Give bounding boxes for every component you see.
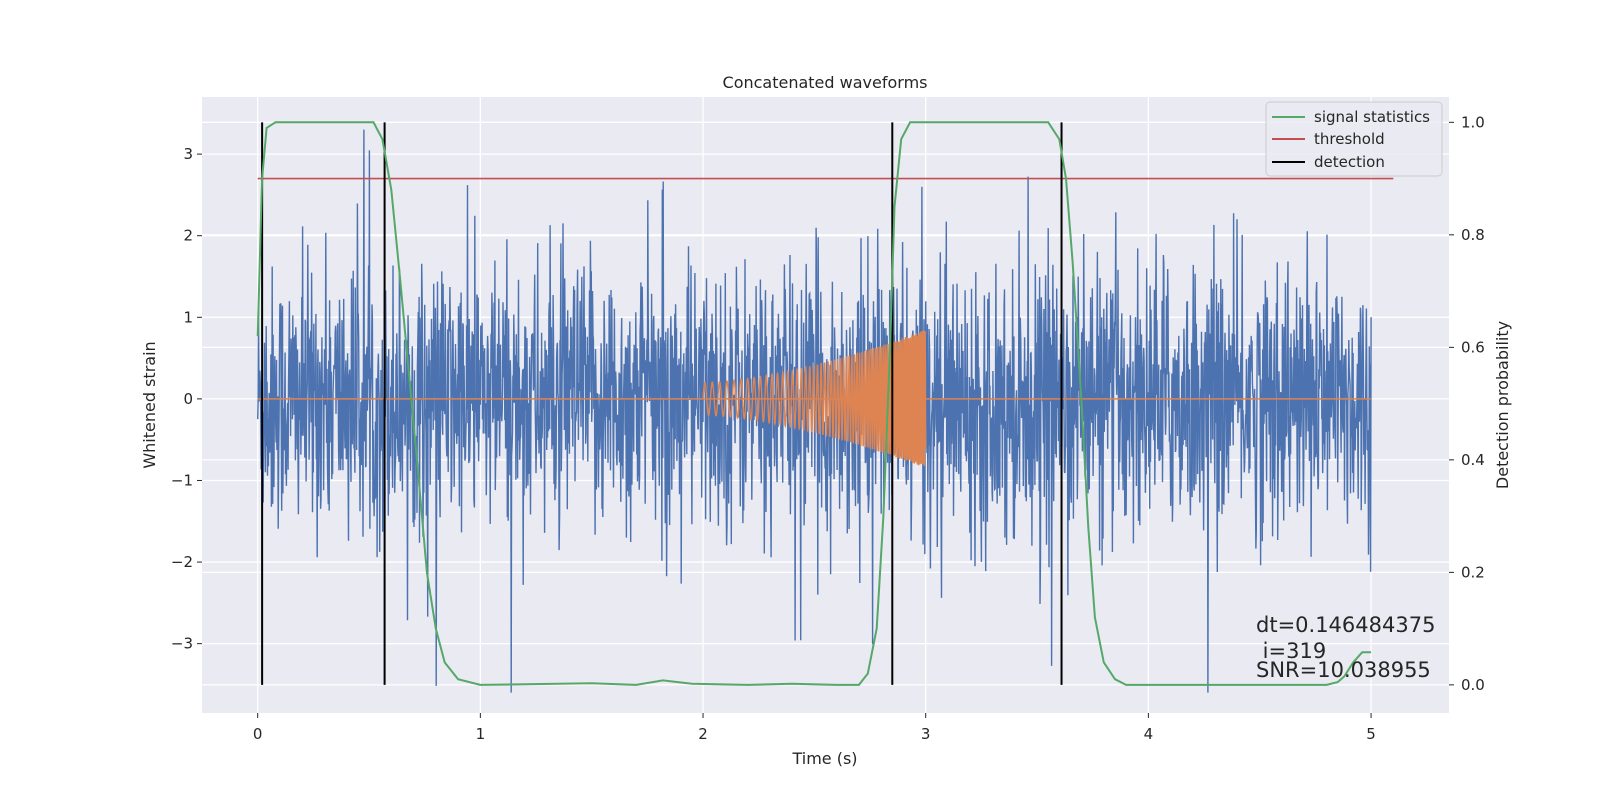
- right-tick-label: 1.0: [1461, 113, 1485, 131]
- legend-label-signal-statistics: signal statistics: [1314, 108, 1430, 126]
- left-tick-label: −2: [171, 553, 193, 571]
- annotation-index: i=319: [1256, 639, 1326, 663]
- left-tick-label: −1: [171, 471, 193, 489]
- left-axis-label: Whitened strain: [140, 341, 159, 468]
- detection-series: [261, 122, 1063, 685]
- right-tick-label: 0.8: [1461, 226, 1485, 244]
- x-tick-label: 1: [476, 725, 486, 743]
- right-tick-label: 0.4: [1461, 451, 1485, 469]
- x-tick-label: 0: [253, 725, 263, 743]
- chart-title: Concatenated waveforms: [723, 73, 928, 92]
- left-tick-label: 1: [183, 308, 193, 326]
- right-tick-label: 0.0: [1461, 676, 1485, 694]
- left-tick-label: 3: [183, 145, 193, 163]
- left-tick-label: 0: [183, 390, 193, 408]
- legend-label-threshold: threshold: [1314, 130, 1385, 148]
- x-tick-label: 5: [1366, 725, 1376, 743]
- legend-label-detection: detection: [1314, 153, 1385, 171]
- x-tick-label: 2: [698, 725, 708, 743]
- annotation-dt: dt=0.146484375: [1256, 613, 1435, 637]
- chirp-line: [702, 330, 927, 467]
- left-axis-ticks: −3 −2 −1 0 1 2 3: [171, 145, 202, 653]
- annotations: dt=0.146484375 i=319 SNR=10.038955: [1256, 613, 1435, 682]
- right-tick-label: 0.2: [1461, 563, 1485, 581]
- signal-statistics-series: [256, 121, 1372, 686]
- x-axis-ticks: 0 1 2 3 4 5: [253, 713, 1376, 743]
- right-axis-ticks: 0.0 0.2 0.4 0.6 0.8 1.0: [1449, 113, 1485, 694]
- signal-statistics-line: [256, 121, 1372, 686]
- annotation-snr: SNR=10.038955: [1256, 658, 1431, 682]
- legend-box: [1265, 101, 1443, 177]
- left-tick-label: −3: [171, 635, 193, 653]
- x-tick-label: 3: [921, 725, 931, 743]
- x-tick-label: 4: [1144, 725, 1154, 743]
- legend: signal statistics threshold detection: [1265, 101, 1443, 177]
- left-tick-label: 2: [183, 227, 193, 245]
- chirp-series: [257, 330, 1372, 467]
- x-axis-label: Time (s): [791, 749, 857, 768]
- right-tick-label: 0.6: [1461, 338, 1485, 356]
- right-axis-label: Detection probability: [1493, 321, 1512, 489]
